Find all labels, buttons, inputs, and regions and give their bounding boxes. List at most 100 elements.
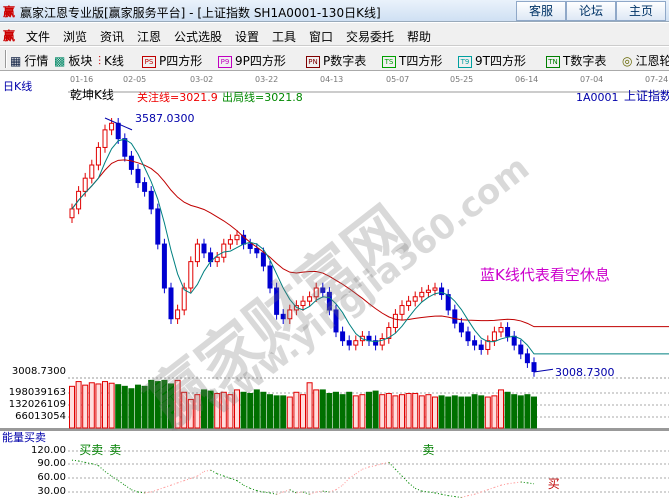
menu-item[interactable]: 工具 [272,30,297,44]
energy-indicator-name: 能量买卖 [2,431,46,444]
menu-item[interactable]: 浏览 [63,30,88,44]
candle-body [82,177,88,192]
energy-line-segment [91,463,99,467]
toolbar-button[interactable]: T9 9T四方形 [458,52,526,69]
energy-line-segment [335,484,343,491]
volume-bar [115,384,122,429]
candle-body [498,327,504,333]
candle-body [234,234,240,241]
volume-bar [524,394,531,429]
volume-bar [465,396,471,429]
customer-service-button[interactable]: 客服 [516,1,566,21]
candle-body [452,309,458,324]
energy-line-segment [263,491,271,494]
energy-line-segment [415,487,422,492]
toolbar-button[interactable]: PN P数字表 [306,52,366,69]
app-logo: 赢 [3,5,16,19]
candle-body [465,331,471,342]
energy-line-segment [111,475,119,482]
candle-body [518,344,524,355]
exit-line-value: 出局线=3021.8 [222,91,303,104]
menu-item[interactable]: 设置 [235,30,260,44]
toolbar-pn-icon: PN [306,55,320,68]
energy-line-segment [197,471,205,477]
energy-line-segment [434,492,442,495]
candle-body [267,265,273,289]
menu-item[interactable]: 交易委托 [346,30,395,44]
toolbar-button[interactable]: ▩ 板块 [54,52,92,69]
menu-item[interactable]: 帮助 [407,30,432,44]
menu-item[interactable]: 文件 [26,30,51,44]
toolbar-label: 9P四方形 [235,54,286,68]
toolbar-button[interactable]: TN T数字表 [546,52,606,69]
volume-bar [491,395,498,429]
toolbar-button[interactable]: TS T四方形 [382,52,442,69]
volume-bar [88,382,95,429]
toolbar-button[interactable]: ⫶ K线 [98,52,124,69]
toolbar-button[interactable]: ▦ 行情 [10,52,48,69]
energy-line-segment [368,465,376,468]
signal-label: 卖 [422,443,435,457]
candle-body [491,331,497,342]
forum-button[interactable]: 论坛 [566,1,616,21]
volume-bar [306,382,313,429]
energy-line-segment [223,475,231,479]
volume-bar [300,394,306,429]
toolbar-button[interactable]: P9 9P四方形 [218,52,286,69]
toolbar-button[interactable]: ◎ 江恩轮 [622,52,669,69]
energy-line-segment [164,484,172,488]
candle-body [274,287,280,315]
candle-body [313,287,319,298]
homepage-button[interactable]: 主页 [616,1,666,21]
energy-line-segment [283,489,290,493]
energy-tick: 120.00 [31,445,66,456]
toolbar-button[interactable]: PS P四方形 [142,52,202,69]
toolbar-label: P四方形 [159,54,203,68]
energy-line-segment [85,461,92,465]
candle-body [221,243,227,258]
date-tick: 02-05 [123,75,147,84]
volume-bar [174,379,181,429]
candle-body [511,335,517,346]
volume-bar [451,395,458,429]
grid-icon: ▦ [10,54,22,68]
energy-line-segment [296,491,304,494]
volume-bar [352,395,359,429]
energy-line-segment [448,495,455,498]
candle-body [307,296,313,302]
menu-item[interactable]: 窗口 [309,30,334,44]
candle-body [320,287,326,293]
volume-bar [313,389,320,429]
volume-bar [333,391,339,429]
energy-line-segment [203,469,211,472]
toolbar-tn-icon: TN [546,55,560,68]
menu-item[interactable]: 资讯 [100,30,125,44]
candle-body [392,313,398,329]
toolbar-p9-icon: P9 [218,55,232,68]
menu-item[interactable]: 江恩 [137,30,162,44]
energy-line-segment [421,490,429,493]
energy-line-segment [137,491,145,494]
volume-bar [504,391,511,429]
volume-bar [82,384,89,429]
volume-bar [359,394,366,429]
candle-body [254,247,260,254]
kline-chart[interactable]: 赢家财富网 www.yingjia360.com 日K线 乾坤K线 关注线=30… [0,72,669,501]
volume-bar [471,394,478,429]
candle-body [260,252,266,267]
date-tick: 06-14 [515,75,539,84]
indicator-name: 乾坤K线 [70,88,114,102]
volume-bar [135,384,141,429]
candle-body [287,309,293,320]
candle-body [333,309,339,333]
candle-body [432,287,438,291]
candle-body [155,208,161,245]
menu-item[interactable]: 公式选股 [174,30,223,44]
energy-line-segment [355,468,363,475]
signal-label: 卖 [109,443,122,457]
candle-body [194,243,200,263]
volume-bar [75,381,82,429]
volume-bar [458,396,465,429]
high-price-label: 3587.0300 [135,112,195,125]
candle-body [135,168,141,184]
